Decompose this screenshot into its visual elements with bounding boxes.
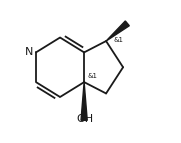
- Text: OH: OH: [76, 114, 93, 124]
- Polygon shape: [81, 82, 87, 120]
- Text: N: N: [24, 47, 33, 57]
- Text: &1: &1: [88, 74, 98, 80]
- Text: &1: &1: [114, 37, 124, 43]
- Polygon shape: [106, 21, 129, 41]
